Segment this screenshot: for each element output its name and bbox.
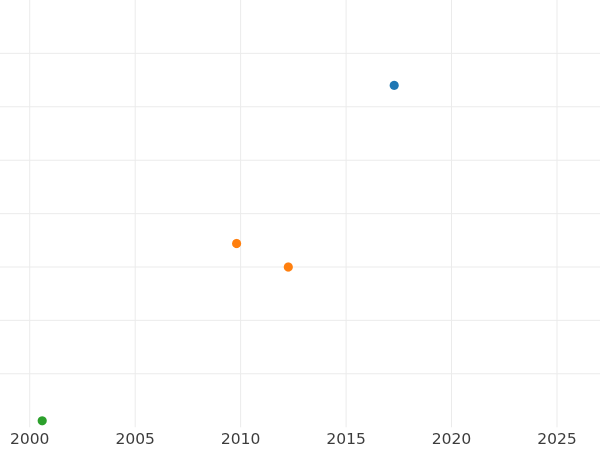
x-tick-label: 2005 — [115, 430, 154, 448]
x-tick-label: 2015 — [326, 430, 365, 448]
gridlines-layer — [0, 0, 600, 428]
points-layer — [37, 80, 399, 426]
x-tick-label: 2025 — [537, 430, 576, 448]
x-tick-label: 2010 — [221, 430, 260, 448]
x-tick-label: 2000 — [10, 430, 49, 448]
data-point-orange-series — [232, 238, 242, 249]
data-point-green-series — [37, 416, 47, 426]
x-axis-labels: 2000 2005 2010 2015 2020 2025 — [10, 430, 577, 448]
data-point-orange-series — [283, 262, 293, 272]
data-point-blue-series — [389, 80, 399, 90]
x-tick-label: 2020 — [432, 430, 471, 448]
